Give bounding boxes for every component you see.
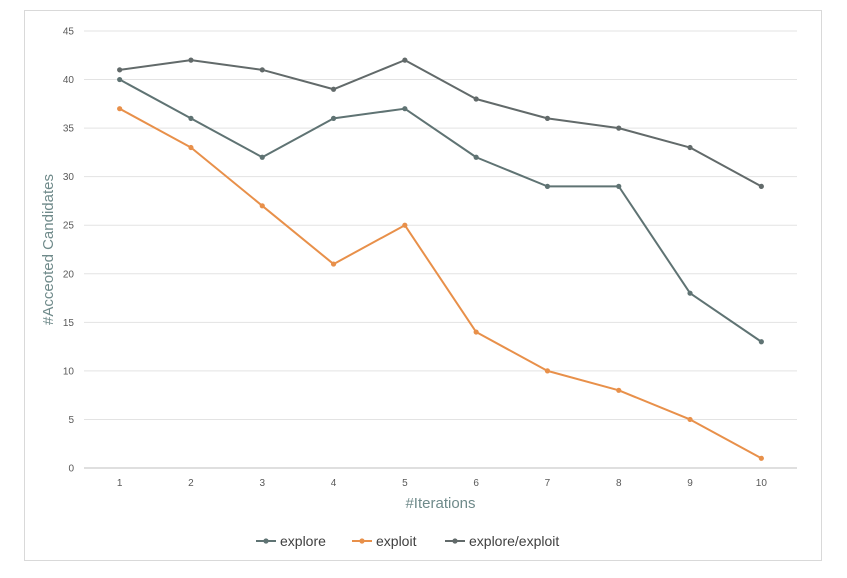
data-point xyxy=(687,290,693,296)
data-point xyxy=(758,339,764,345)
data-point xyxy=(117,76,123,83)
y-tick-label: 5 xyxy=(68,415,74,426)
legend-marker xyxy=(359,538,365,544)
data-point xyxy=(402,222,408,228)
data-point xyxy=(544,183,551,189)
data-point xyxy=(616,183,622,189)
data-point xyxy=(473,329,479,335)
y-tick-label: 25 xyxy=(63,221,75,232)
y-tick-label: 20 xyxy=(63,269,75,280)
x-tick-label: 8 xyxy=(616,478,622,489)
data-point xyxy=(259,67,265,73)
series-lines xyxy=(117,57,764,461)
series-explore-exploit xyxy=(117,57,764,189)
data-point xyxy=(117,67,123,73)
data-point xyxy=(616,125,622,131)
y-tick-label: 30 xyxy=(63,172,75,183)
y-tick-label: 0 xyxy=(68,464,74,475)
x-axis-title: #Iterations xyxy=(405,495,475,512)
legend-marker xyxy=(452,538,458,544)
data-point xyxy=(402,106,408,112)
legend-item: explore/exploit xyxy=(445,533,559,549)
y-tick-label: 10 xyxy=(63,366,75,377)
x-tick-label: 6 xyxy=(473,478,479,489)
y-axis-title: #Acceoted Candidates xyxy=(40,174,57,325)
x-axis-tick-labels: 1 2 3 4 5 6 7 8 9 10 xyxy=(117,478,767,489)
x-tick-label: 7 xyxy=(545,478,551,489)
y-tick-label: 45 xyxy=(63,27,75,38)
series-line xyxy=(119,78,762,343)
x-tick-label: 1 xyxy=(117,478,123,489)
y-tick-label: 35 xyxy=(63,124,75,135)
data-point xyxy=(758,455,764,461)
legend-item: explore xyxy=(256,533,326,549)
series-exploit xyxy=(117,106,764,461)
data-point xyxy=(330,86,337,92)
x-tick-label: 4 xyxy=(331,478,337,489)
data-point xyxy=(402,57,408,63)
data-point xyxy=(473,96,479,102)
legend: explore exploit explore/exploit xyxy=(256,533,559,549)
x-tick-label: 3 xyxy=(259,478,265,489)
data-point xyxy=(616,387,622,393)
data-point xyxy=(687,144,693,151)
x-tick-label: 2 xyxy=(188,478,194,489)
data-point xyxy=(758,183,764,189)
x-tick-label: 5 xyxy=(402,478,408,489)
data-point xyxy=(259,203,265,209)
series-line xyxy=(119,59,762,188)
series-line xyxy=(119,107,762,460)
data-point xyxy=(544,115,551,121)
legend-marker xyxy=(263,538,269,544)
x-tick-label: 9 xyxy=(687,478,693,489)
gridlines xyxy=(84,30,797,469)
y-axis-tick-labels: 0 5 10 15 20 25 30 35 40 45 xyxy=(63,27,75,475)
legend-label: explore xyxy=(280,533,326,549)
chart-frame xyxy=(24,10,822,561)
data-point xyxy=(188,115,194,121)
data-point xyxy=(330,261,337,267)
legend-label: exploit xyxy=(376,533,417,549)
y-tick-label: 15 xyxy=(63,318,75,329)
data-point xyxy=(544,368,551,374)
series-explore xyxy=(117,76,764,345)
data-point xyxy=(330,115,337,121)
data-point xyxy=(473,154,479,160)
y-tick-label: 40 xyxy=(63,75,75,86)
data-point xyxy=(259,154,265,160)
data-point xyxy=(687,416,693,423)
data-point xyxy=(188,144,194,151)
data-point xyxy=(117,106,123,112)
data-point xyxy=(188,57,194,63)
legend-item: exploit xyxy=(352,533,417,549)
x-tick-label: 10 xyxy=(756,478,768,489)
legend-label: explore/exploit xyxy=(469,533,559,549)
